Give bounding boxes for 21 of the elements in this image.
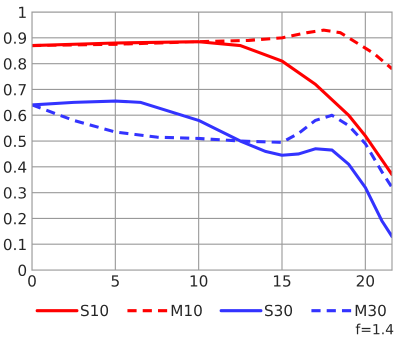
y-tick-label: 0 [18, 264, 26, 276]
text: f=1.4 [356, 324, 394, 334]
x-tick-label: 10 [190, 275, 208, 287]
y-tick-label: 0.4 [4, 161, 26, 173]
x-tick-label: 5 [112, 275, 119, 287]
y-tick-label: 1 [19, 6, 26, 18]
y-tick-label: 0.5 [4, 136, 26, 148]
y-tick-label: 0.2 [4, 212, 26, 224]
y-tick-label: 0.8 [4, 58, 26, 70]
y-tick-label: 0.7 [4, 84, 26, 96]
legend-label: M10 [172, 304, 202, 316]
x-tick-label: 15 [274, 275, 290, 287]
y-tick-label: 0.9 [4, 32, 26, 44]
y-tick-label: 0.6 [4, 110, 26, 122]
y-tick-label: 0.3 [4, 187, 26, 199]
legend-label: M30 [356, 304, 386, 316]
x-tick-label: 20 [356, 275, 374, 287]
y-tick-label: 0.1 [4, 238, 26, 250]
legend-label: S10 [80, 304, 108, 316]
x-tick-label: 0 [28, 275, 36, 287]
legend-label: S30 [264, 304, 292, 316]
